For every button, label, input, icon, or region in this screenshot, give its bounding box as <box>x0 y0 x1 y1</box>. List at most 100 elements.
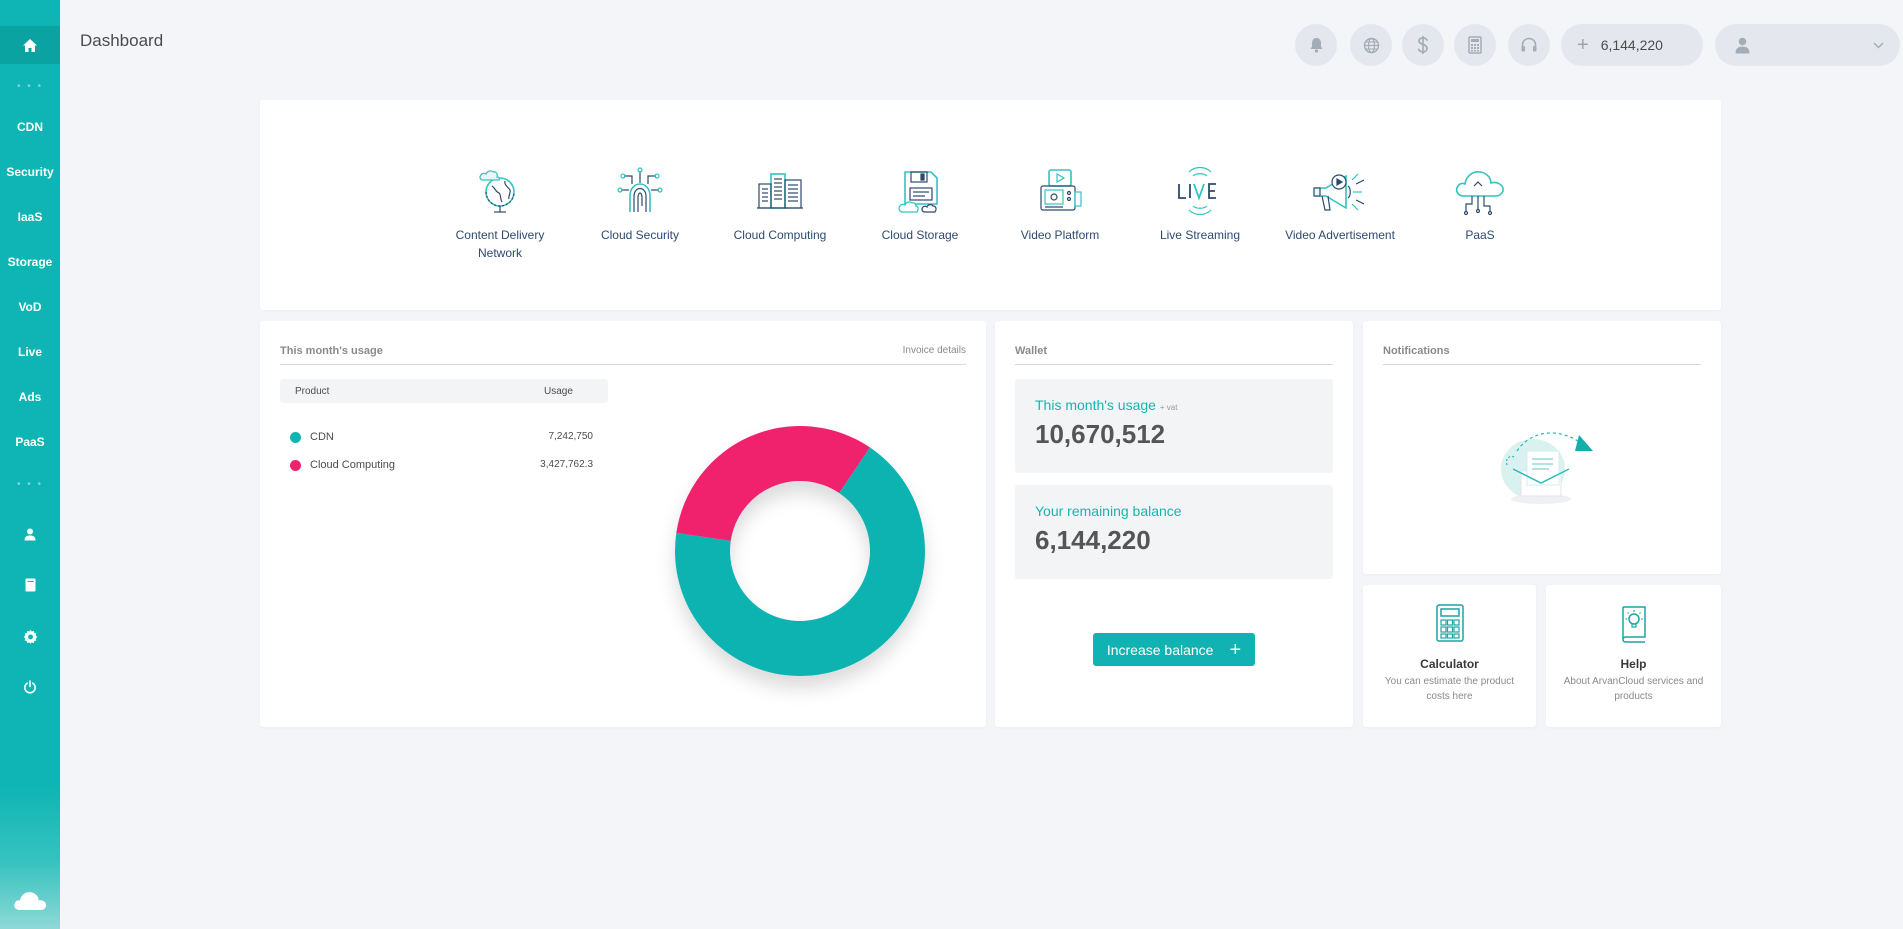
notifications-card-title: Notifications <box>1383 345 1450 357</box>
sidebar-profile-button[interactable] <box>0 519 60 549</box>
divider <box>280 364 966 365</box>
billing-button[interactable] <box>1402 24 1444 66</box>
sidebar-item-storage[interactable]: Storage <box>7 255 53 269</box>
video-device-icon <box>1040 169 1082 211</box>
sidebar-item-paas[interactable]: PaaS <box>15 435 45 449</box>
help-description: About ArvanCloud services and products <box>1563 676 1704 702</box>
document-icon <box>25 578 35 592</box>
product-video-platform[interactable]: Video Platform <box>1000 166 1120 244</box>
product-cloud-computing[interactable]: Cloud Computing <box>720 166 840 244</box>
sidebar-item-security[interactable]: Security <box>6 165 54 179</box>
product-label: Live Streaming <box>1159 228 1241 242</box>
page-title: Dashboard <box>80 31 164 50</box>
product-video-advertisement[interactable]: Video Advertisement <box>1280 166 1400 244</box>
empty-notifications-illustration <box>1501 432 1593 504</box>
calculator-description: You can estimate the product costs here <box>1384 676 1515 702</box>
sidebar: • • • CDN Security IaaS Storage VoD Live… <box>0 0 60 929</box>
disk-cloud-icon <box>898 171 938 213</box>
vat-note: + vat <box>1159 403 1178 412</box>
product-label: Video Platform <box>1020 228 1100 242</box>
arvancloud-logo <box>12 888 48 917</box>
usage-card-title: This month's usage <box>280 345 383 357</box>
wallet-card: Wallet This month's usage + vat 10,670,5… <box>995 321 1353 727</box>
row-product-name: Cloud Computing <box>310 459 395 471</box>
remaining-balance-box: Your remaining balance 6,144,220 <box>1015 485 1333 579</box>
chevron-down-icon <box>1873 42 1884 48</box>
user-avatar-icon <box>1735 37 1750 53</box>
usage-table-header: Product Usage <box>280 379 608 403</box>
megaphone-icon <box>1313 173 1365 211</box>
help-title: Help <box>1620 657 1647 671</box>
sidebar-settings-button[interactable] <box>0 621 60 651</box>
donut-slice-cdn[interactable] <box>675 447 925 676</box>
globe-icon <box>1363 37 1379 53</box>
language-button[interactable] <box>1350 24 1392 66</box>
row-product-name: CDN <box>310 431 334 443</box>
calculator-icon <box>1468 36 1482 54</box>
monthly-usage-value: 10,670,512 <box>1035 419 1166 449</box>
row-usage-value: 3,427,762.3 <box>540 459 593 470</box>
sidebar-item-vod[interactable]: VoD <box>18 300 42 314</box>
legend-dot-cdn <box>290 432 301 443</box>
product-label: Cloud Computing <box>733 228 827 242</box>
usage-donut-chart <box>675 426 925 676</box>
divider <box>1383 364 1701 365</box>
sidebar-item-ads[interactable]: Ads <box>18 390 42 404</box>
product-label: Cloud Security <box>600 228 680 242</box>
globe-cloud-icon <box>479 170 515 213</box>
donut-slice-cloud-computing[interactable] <box>676 426 870 541</box>
header-balance[interactable]: + 6,144,220 <box>1561 24 1703 66</box>
power-icon <box>24 680 36 694</box>
remaining-balance-label: Your remaining balance <box>1035 503 1182 519</box>
wallet-card-title: Wallet <box>1015 345 1047 357</box>
sidebar-home-button[interactable] <box>0 26 60 64</box>
usage-card: This month's usage Invoice details Produ… <box>260 321 986 727</box>
column-header-product: Product <box>295 386 330 397</box>
sidebar-logout-button[interactable] <box>0 672 60 702</box>
help-book-icon <box>1621 606 1646 643</box>
sidebar-separator: • • • <box>16 81 44 92</box>
header-balance-value: 6,144,220 <box>1600 37 1663 53</box>
product-cloud-storage[interactable]: Cloud Storage <box>860 166 980 244</box>
product-content-delivery-network[interactable]: Content Delivery Network <box>440 166 560 262</box>
calculator-title: Calculator <box>1420 657 1479 671</box>
divider <box>1015 364 1333 365</box>
sidebar-item-iaas[interactable]: IaaS <box>17 210 43 224</box>
product-label: PaaS <box>1465 228 1495 242</box>
row-usage-value: 7,242,750 <box>548 431 594 442</box>
invoice-details-link[interactable]: Invoice details <box>902 345 966 356</box>
product-paas[interactable]: PaaS <box>1420 166 1540 244</box>
bell-icon <box>1310 38 1322 53</box>
sidebar-separator: • • • <box>16 479 44 490</box>
cloud-logo-icon <box>14 892 47 910</box>
calculator-button[interactable] <box>1454 24 1496 66</box>
user-icon <box>24 528 36 540</box>
increase-balance-button[interactable]: Increase balance + <box>1093 633 1255 666</box>
user-menu[interactable] <box>1715 24 1900 66</box>
support-button[interactable] <box>1508 24 1550 66</box>
headset-icon <box>1521 37 1537 51</box>
home-icon <box>23 38 37 52</box>
products-card: Content Delivery Network Cloud Security … <box>260 100 1721 310</box>
plus-icon: + <box>1229 638 1242 661</box>
sidebar-item-cdn[interactable]: CDN <box>17 120 43 134</box>
help-card[interactable]: Help About ArvanCloud services and produ… <box>1546 585 1721 727</box>
notifications-card: Notifications <box>1363 321 1721 574</box>
product-cloud-security[interactable]: Cloud Security <box>580 166 700 244</box>
monthly-usage-label: This month's usage + vat <box>1035 397 1177 413</box>
live-icon <box>1178 166 1216 216</box>
sidebar-item-live[interactable]: Live <box>17 345 42 359</box>
sidebar-invoices-button[interactable] <box>0 570 60 600</box>
monthly-usage-label-text: This month's usage <box>1035 397 1156 413</box>
table-row: Cloud Computing 3,427,762.3 <box>280 456 608 476</box>
gear-icon <box>23 629 37 644</box>
increase-balance-label: Increase balance <box>1106 641 1214 658</box>
notifications-button[interactable] <box>1295 24 1337 66</box>
fingerprint-icon <box>617 167 663 212</box>
servers-icon <box>757 173 803 209</box>
remaining-balance-value: 6,144,220 <box>1035 525 1151 555</box>
legend-dot-cloud-computing <box>290 460 301 471</box>
calculator-card[interactable]: Calculator You can estimate the product … <box>1363 585 1536 727</box>
product-live-streaming[interactable]: Live Streaming <box>1140 166 1260 244</box>
product-label: Video Advertisement <box>1285 228 1395 242</box>
